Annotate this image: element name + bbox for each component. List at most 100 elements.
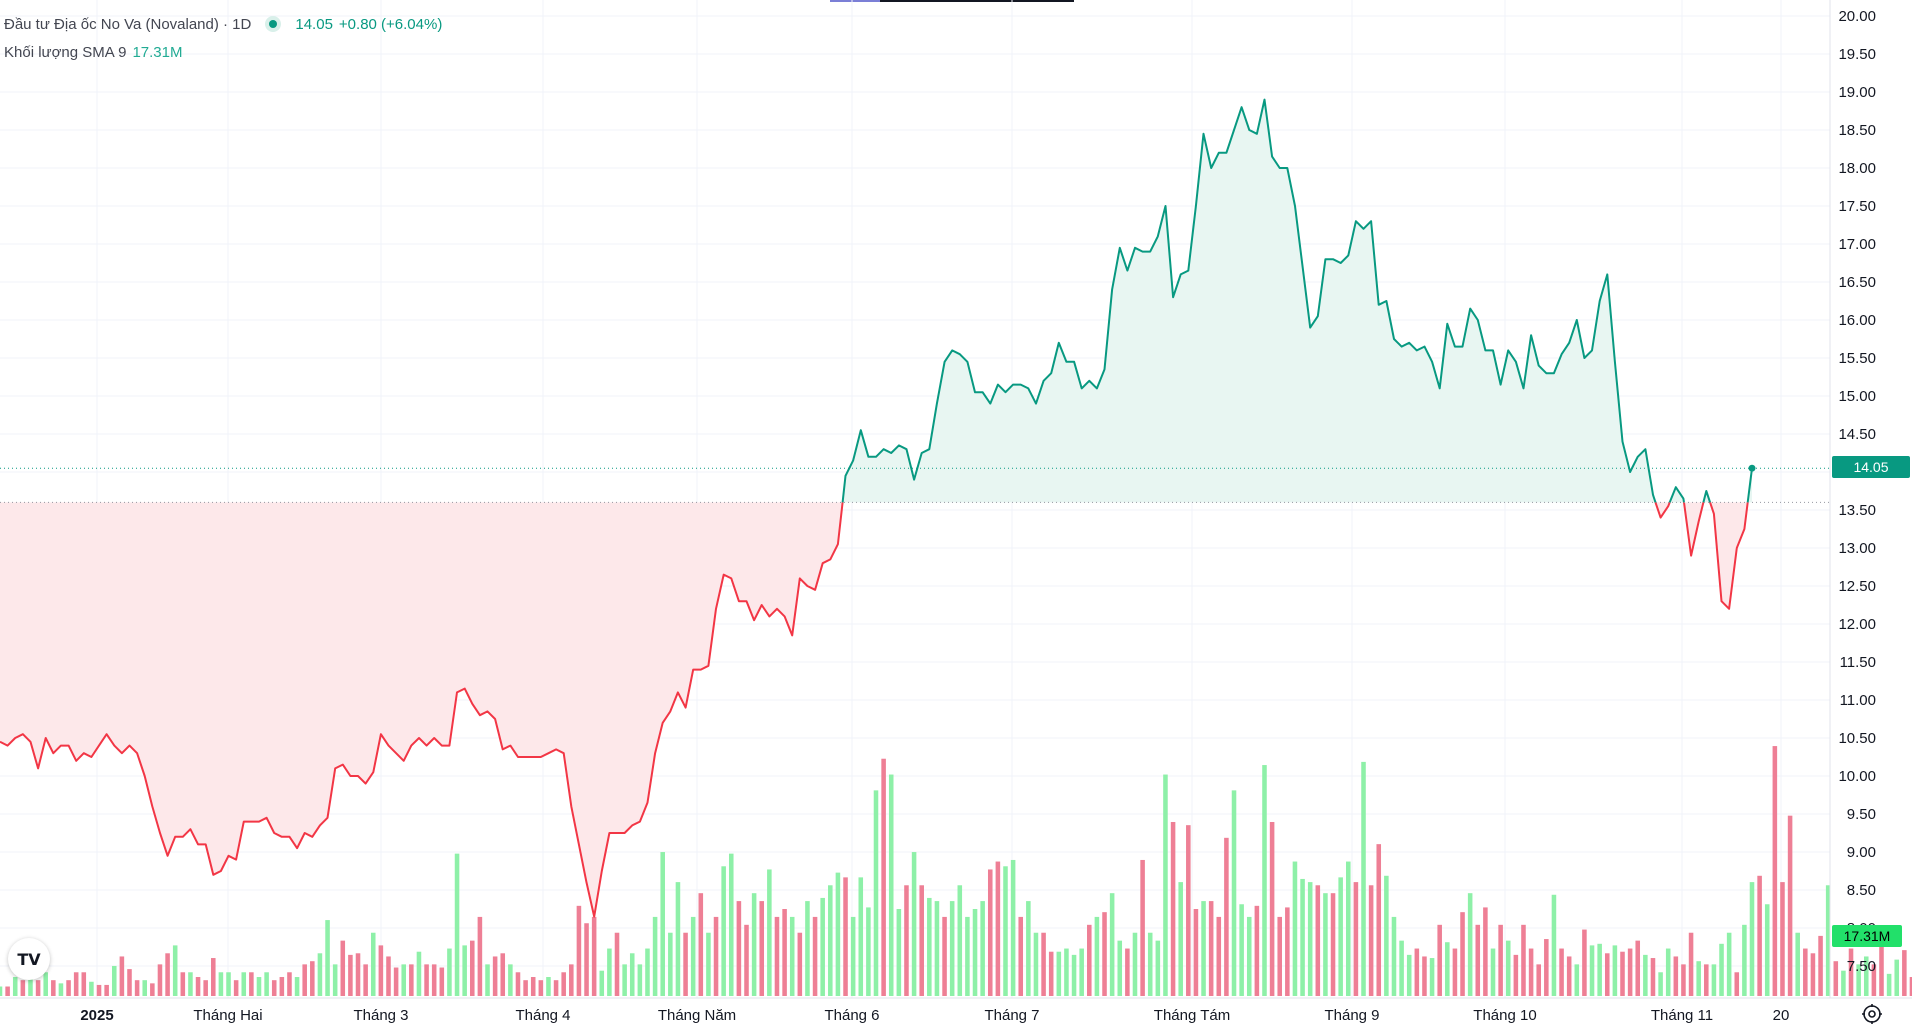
volume-bar — [1894, 959, 1900, 996]
volume-bar — [1048, 951, 1054, 996]
volume-bar — [134, 980, 140, 996]
legend-price: 14.05 — [295, 15, 333, 33]
volume-bar — [1368, 885, 1374, 996]
volume-bar — [1140, 859, 1145, 996]
volume-bar — [1505, 940, 1511, 996]
volume-bar — [1254, 905, 1260, 996]
volume-bar — [584, 923, 589, 996]
volume-bar — [1170, 822, 1176, 996]
tradingview-logo-icon[interactable]: TV — [8, 938, 50, 980]
volume-bar — [1582, 929, 1587, 996]
volume-bar — [195, 977, 201, 996]
volume-bar — [1490, 948, 1496, 996]
volume-bar — [1635, 940, 1641, 996]
volume-bar — [249, 972, 254, 996]
volume-bar — [1239, 904, 1244, 996]
time-axis: 2025 Tháng Hai Tháng 3 Tháng 4 Tháng Năm Thán… — [0, 997, 1912, 1024]
volume-bar — [58, 983, 64, 996]
symbol-name[interactable]: Đầu tư Địa ốc No Va (Novaland) · 1D — [4, 15, 252, 33]
volume-bar — [919, 885, 924, 996]
volume-bar — [1338, 877, 1343, 996]
volume-bar — [607, 948, 612, 996]
volume-bar — [1513, 954, 1519, 996]
market-status-icon[interactable] — [265, 16, 282, 32]
volume-bar — [1056, 951, 1062, 996]
volume-bar — [515, 972, 521, 996]
volume-bar — [302, 964, 307, 996]
price-line-down — [0, 502, 844, 918]
area-fills — [0, 99, 1752, 917]
volume-bar — [1559, 948, 1564, 996]
settings-gear-icon[interactable] — [1860, 1002, 1884, 1026]
volume-bar — [675, 882, 681, 996]
area-fill-up — [842, 99, 1656, 503]
price-tick-label: 7.50 — [1847, 958, 1876, 975]
volume-bar — [310, 961, 315, 996]
price-tick-label: 11.00 — [1840, 692, 1876, 709]
volume-bar — [1528, 948, 1534, 996]
volume-bar — [1909, 977, 1912, 996]
volume-sma-label[interactable]: Khối lượng SMA 9 — [4, 43, 127, 61]
volume-bar — [325, 920, 330, 996]
volume-bar — [317, 953, 323, 996]
volume-bar — [1658, 972, 1663, 996]
volume-bar — [1178, 882, 1183, 996]
price-tick-label: 11.50 — [1840, 654, 1876, 671]
volume-bar — [1863, 956, 1869, 996]
volume-bar — [1445, 942, 1450, 996]
time-tick-label: Tháng 3 — [353, 1007, 408, 1024]
volume-bar — [271, 980, 277, 996]
volume-bar — [294, 977, 300, 996]
volume-bar — [1437, 924, 1442, 996]
volume-bar — [645, 948, 650, 996]
price-tick-label: 9.00 — [1847, 844, 1876, 861]
volume-bar — [1109, 893, 1115, 996]
volume-badge: 17.31M — [1832, 925, 1902, 947]
volume-bar — [1208, 901, 1214, 996]
price-line-up — [1668, 486, 1685, 503]
volume-bar — [1193, 909, 1199, 996]
volume-bar — [51, 980, 56, 996]
volume-bar — [1483, 907, 1488, 996]
volume-bar — [1734, 972, 1740, 996]
volume-bar — [1269, 822, 1275, 996]
area-fill-down — [1655, 502, 1670, 518]
volume-bar — [1825, 885, 1831, 996]
time-tick-label: 20 — [1773, 1007, 1790, 1024]
area-fill-down — [1683, 502, 1704, 556]
price-tick-label: 10.50 — [1838, 730, 1876, 747]
volume-bar — [0, 986, 3, 996]
volume-bar — [1018, 916, 1024, 996]
volume-bar — [1467, 893, 1473, 996]
volume-bar — [73, 972, 79, 996]
volume-bar — [1216, 916, 1222, 996]
volume-bar — [1155, 940, 1161, 996]
price-tick-label: 18.00 — [1838, 160, 1876, 177]
volume-bar — [1566, 956, 1572, 996]
volume-bar — [1856, 964, 1861, 996]
volume-bar — [43, 972, 48, 996]
volume-bar — [736, 901, 742, 996]
volume-bar — [370, 932, 376, 996]
volume-bar — [1201, 901, 1206, 996]
volume-bar — [1277, 916, 1282, 996]
volume-bar — [1620, 951, 1625, 996]
volume-bar — [987, 869, 993, 996]
volume-bar — [104, 984, 109, 996]
volume-bar — [1589, 945, 1595, 996]
price-tick-label: 17.50 — [1838, 198, 1876, 215]
price-tick-label: 15.00 — [1838, 388, 1876, 405]
volume-bar — [1902, 950, 1907, 996]
volume-bar — [416, 951, 422, 996]
volume-bar — [89, 981, 94, 996]
volume-bar — [1285, 907, 1290, 996]
volume-bar — [1704, 964, 1709, 996]
volume-bar — [1452, 948, 1458, 996]
price-tick-label: 19.00 — [1838, 84, 1876, 101]
volume-bar — [1346, 861, 1351, 996]
volume-bar — [1475, 924, 1481, 996]
volume-bar — [233, 980, 239, 996]
volume-bar — [157, 964, 163, 996]
volume-bar — [812, 916, 818, 996]
